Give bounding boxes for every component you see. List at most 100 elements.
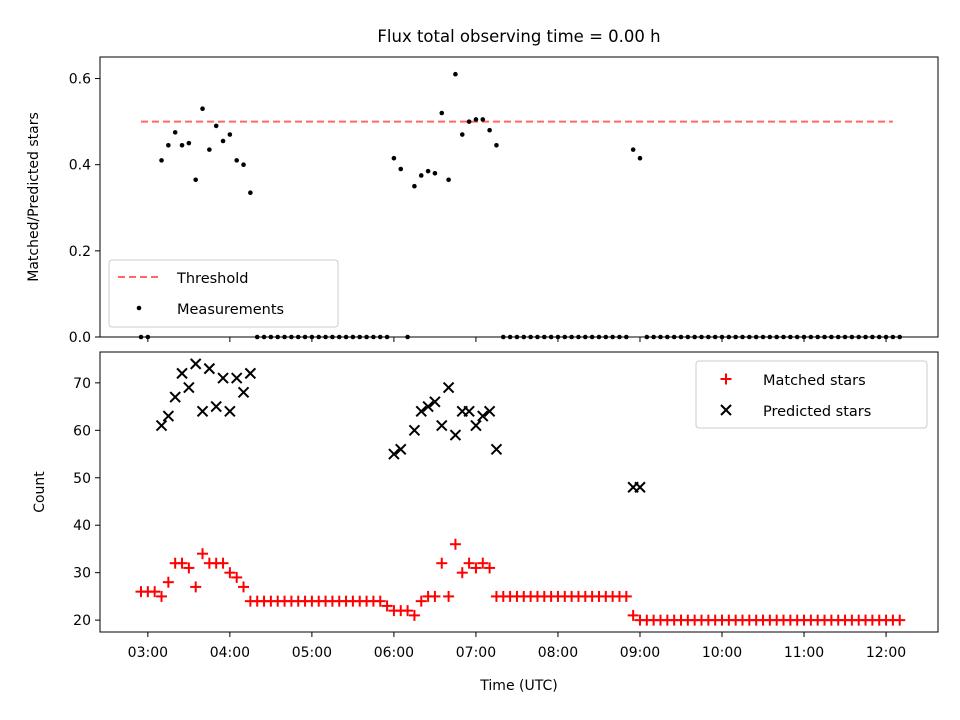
ratio-panel: 0.0 0.2 0.4 0.6 Matched/Predicted stars Thr…: [26, 56, 939, 346]
x-tick-label: 08:00: [538, 645, 578, 661]
matched-star-point: [402, 605, 414, 617]
matched-star-point: [436, 557, 448, 569]
predicted-star-point: [442, 381, 455, 394]
x-axis-label: Time (UTC): [479, 678, 557, 694]
measurement-point: [432, 171, 438, 176]
measurement-point: [193, 177, 198, 183]
predicted-star-point: [470, 419, 482, 432]
matched-star-point: [231, 571, 243, 583]
counts-y-tick-label: 50: [73, 471, 91, 487]
measurement-point: [473, 117, 479, 122]
measurements-legend-swatch: [136, 305, 142, 311]
matched-star-point: [443, 590, 455, 602]
matched-star-point: [463, 557, 475, 569]
measurement-point: [248, 190, 253, 195]
matched-star-point: [238, 581, 250, 593]
ratio-y-tick-label: 0.0: [69, 330, 91, 346]
counts-y-tick-label: 20: [73, 613, 91, 629]
ratio-plot-frame: [99, 56, 939, 338]
measurement-point: [200, 106, 205, 111]
measurement-point: [220, 138, 226, 144]
x-tick-label: 12:00: [866, 645, 906, 661]
predicted-star-point: [196, 405, 209, 418]
predicted-star-point: [634, 481, 646, 493]
predicted-star-point: [210, 400, 222, 413]
predicted-star-point: [449, 429, 462, 441]
predicted-star-point: [388, 448, 400, 460]
matched-star-point: [627, 609, 639, 621]
measurement-point: [418, 173, 424, 178]
measurement-point: [425, 168, 431, 174]
ratio-y-tick-label: 0.2: [69, 244, 91, 260]
predicted-star-point: [224, 405, 236, 418]
x-tick-label: 06:00: [374, 645, 414, 661]
matched-star-point: [620, 590, 632, 602]
predicted-star-point: [477, 410, 489, 422]
matched-star-point: [156, 590, 168, 602]
matched-star-point: [477, 557, 489, 569]
measurement-point: [630, 147, 636, 152]
predicted-legend-swatch: [720, 404, 732, 416]
predicted-star-point: [237, 386, 250, 399]
matched-star-point: [374, 595, 386, 607]
predicted-star-point: [217, 372, 229, 384]
measurement-point: [446, 177, 451, 183]
predicted-star-point: [155, 419, 168, 432]
counts-panel: 20 30 40 50 60 70 03:00 04:00 05:00 06:00 07:00 08…: [32, 351, 939, 694]
matched-star-point: [381, 600, 393, 612]
x-tick-label: 11:00: [784, 645, 824, 661]
predicted-star-point: [162, 410, 175, 422]
measurement-point: [172, 130, 178, 135]
measurement-point: [186, 140, 192, 146]
measurement-point: [241, 162, 246, 167]
counts-y-tick-label: 70: [73, 376, 91, 392]
predicted-star-point: [395, 443, 407, 455]
predicted-star-point: [408, 424, 421, 437]
measurement-point: [494, 143, 499, 148]
ratio-plot-area: [138, 71, 903, 340]
counts-legend: Matched stars Predicted stars: [695, 360, 928, 429]
counts-y-tick-label: 60: [73, 423, 91, 439]
matched-star-point: [197, 548, 209, 560]
x-tick-label: 07:00: [456, 645, 496, 661]
measurement-point: [207, 147, 212, 152]
counts-y-tick-label: 40: [73, 518, 91, 534]
predicted-star-point: [189, 358, 202, 370]
x-tick-label: 03:00: [128, 645, 168, 661]
predicted-star-point: [463, 405, 475, 418]
measurement-point: [453, 71, 458, 77]
measurement-point: [234, 158, 240, 163]
ratio-y-tick-label: 0.4: [69, 158, 91, 174]
counts-y-tick-label: 30: [73, 566, 91, 582]
measurement-point: [391, 155, 397, 161]
x-tick-label: 10:00: [702, 645, 742, 661]
measurement-point: [412, 183, 417, 189]
ratio-y-axis-label: Matched/Predicted stars: [26, 112, 42, 282]
x-tick-label: 09:00: [620, 645, 660, 661]
ratio-legend-box: [108, 259, 339, 328]
matched-star-point: [176, 557, 188, 569]
predicted-star-point: [422, 400, 434, 413]
matched-star-point: [449, 538, 461, 550]
measurement-point: [439, 110, 445, 116]
matched-star-point: [470, 562, 482, 574]
matched-star-point: [149, 586, 161, 598]
measurements-legend-label: Measurements: [177, 302, 284, 318]
counts-plot-frame: [99, 351, 939, 633]
measurement-point: [637, 155, 643, 161]
measurement-point: [213, 123, 219, 129]
predicted-star-point: [183, 381, 195, 394]
predicted-star-point: [429, 396, 441, 408]
measurement-point: [179, 143, 185, 148]
predicted-star-point: [244, 367, 257, 380]
predicted-legend-label: Predicted stars: [763, 404, 871, 420]
predicted-star-point: [176, 367, 188, 380]
predicted-star-point: [230, 372, 243, 384]
matched-star-point: [484, 562, 496, 574]
counts-y-axis-label: Count: [32, 471, 48, 513]
measurement-point: [487, 127, 492, 133]
matched-star-point: [217, 557, 229, 569]
predicted-star-point: [169, 391, 181, 403]
matched-star-point: [408, 609, 420, 621]
